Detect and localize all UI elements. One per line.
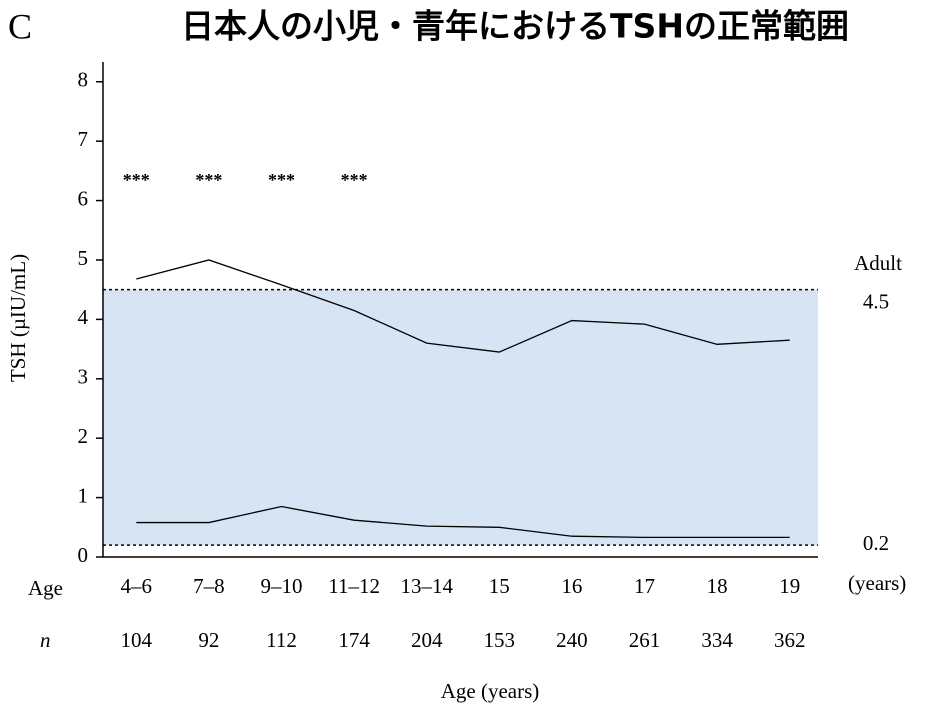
y-tick-label: 3 [78, 365, 89, 389]
significance: *** [195, 170, 222, 190]
n-value: 240 [556, 628, 588, 652]
reference-band [103, 289, 818, 546]
n-value: 92 [198, 628, 219, 652]
panel-label: C [8, 6, 32, 46]
x-tick-label: 15 [489, 574, 510, 598]
n-value: 104 [121, 628, 153, 652]
reference-upper-label: 4.5 [863, 289, 889, 313]
significance: *** [268, 170, 295, 190]
n-value: 112 [266, 628, 297, 652]
n-value: 362 [774, 628, 806, 652]
x-tick-label: 9–10 [261, 574, 303, 598]
significance: *** [341, 170, 368, 190]
unit-label: (years) [848, 571, 906, 595]
x-tick-label: 19 [779, 574, 800, 598]
y-tick-label: 5 [78, 246, 89, 270]
n-label: n [40, 628, 51, 652]
x-tick-label: 17 [634, 574, 655, 598]
y-tick-label: 0 [78, 543, 89, 567]
x-tick-label: 4–6 [121, 574, 153, 598]
percentile-line [136, 505, 790, 539]
n-value: 174 [338, 628, 370, 652]
n-value: 261 [629, 628, 661, 652]
reference-label: Adult [854, 251, 902, 275]
chart-title: 日本人の小児・青年におけるTSHの正常範囲 [181, 7, 849, 46]
x-tick-label: 7–8 [193, 574, 225, 598]
n-value: 204 [411, 628, 443, 652]
y-axis-label: TSH (µIU/mL) [6, 254, 30, 382]
x-tick-label: 11–12 [328, 574, 380, 598]
y-tick-label: 1 [78, 483, 89, 507]
y-tick-label: 4 [78, 305, 89, 329]
x-axis-label: Age (years) [441, 679, 540, 703]
x-tick-label: 18 [707, 574, 728, 598]
y-tick-label: 7 [78, 127, 89, 151]
y-tick-label: 8 [78, 68, 89, 92]
n-value: 334 [701, 628, 733, 652]
x-tick-label: 13–14 [400, 574, 453, 598]
y-tick-label: 6 [78, 186, 89, 210]
x-tick-label: 16 [561, 574, 582, 598]
significance: *** [123, 170, 150, 190]
age-label: Age [28, 576, 63, 600]
percentile-line [136, 259, 790, 353]
reference-lower-label: 0.2 [863, 531, 889, 555]
n-value: 153 [484, 628, 516, 652]
y-tick-label: 2 [78, 424, 89, 448]
